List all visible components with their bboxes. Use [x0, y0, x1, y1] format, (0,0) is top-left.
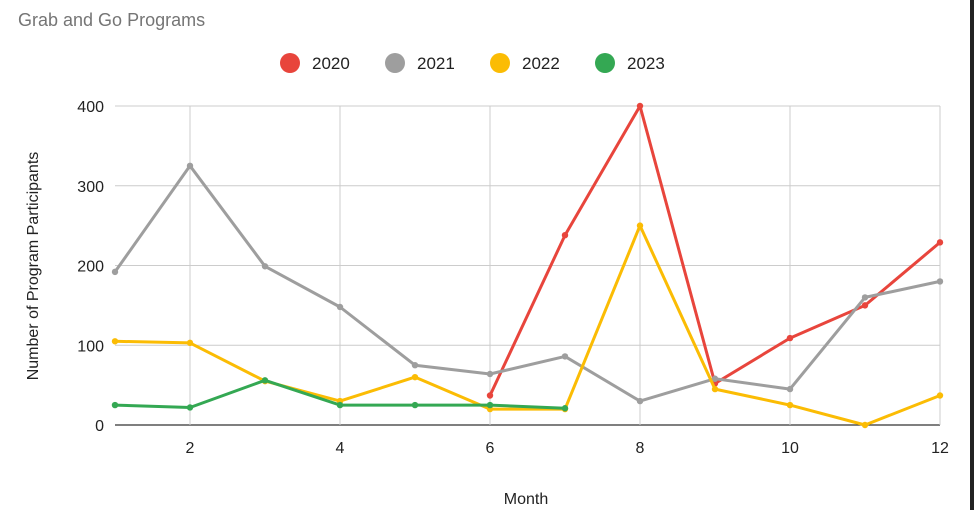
legend-item-2023: 2023 [595, 53, 665, 73]
legend-marker [490, 53, 510, 73]
legend-item-2020: 2020 [280, 53, 350, 73]
legend-marker [385, 53, 405, 73]
data-point [636, 222, 644, 229]
y-tick-label: 100 [77, 338, 104, 355]
x-axis-title: Month [504, 491, 548, 508]
data-point [336, 303, 344, 311]
tick-labels: 0 100 200 300 400 2 4 6 8 10 12 [77, 99, 949, 457]
x-tick-label: 8 [636, 440, 645, 457]
data-point [261, 263, 269, 270]
series-line-2021 [113, 164, 942, 403]
data-point [561, 353, 569, 360]
chart-title: Grab and Go Programs [18, 10, 205, 30]
grid [115, 105, 941, 426]
data-point [936, 278, 944, 285]
series-2021 [111, 162, 944, 405]
data-point [111, 338, 119, 345]
data-point [861, 302, 869, 309]
x-tick-label: 12 [931, 440, 949, 457]
series-group [111, 102, 944, 429]
data-point [411, 361, 419, 369]
legend-label: 2023 [627, 54, 665, 73]
window-edge [970, 0, 974, 510]
data-point [411, 373, 419, 381]
data-point [636, 397, 644, 405]
data-point [711, 375, 719, 382]
data-point [786, 401, 794, 409]
data-point [336, 401, 344, 409]
legend: 2020 2021 2022 2023 [280, 53, 665, 73]
data-point [861, 294, 869, 301]
data-point [486, 392, 494, 399]
data-point [186, 404, 194, 411]
data-point [486, 370, 494, 378]
data-point [711, 385, 719, 393]
x-tick-label: 6 [486, 440, 495, 457]
y-tick-label: 0 [95, 418, 104, 435]
data-point [411, 401, 419, 409]
series-line-2020 [488, 104, 942, 397]
series-2020 [486, 102, 944, 399]
data-point [111, 401, 119, 409]
data-point [861, 421, 869, 429]
data-point [636, 102, 644, 110]
data-point [186, 339, 194, 347]
series-line-2022 [113, 224, 942, 427]
data-point [786, 334, 794, 342]
data-point [936, 239, 944, 246]
data-point [486, 401, 494, 409]
x-tick-label: 2 [186, 440, 195, 457]
legend-label: 2022 [522, 54, 560, 73]
legend-marker [280, 53, 300, 73]
y-tick-label: 400 [77, 99, 104, 116]
data-point [561, 231, 569, 239]
y-axis-title: Number of Program Participants [25, 152, 42, 381]
series-2023 [111, 377, 569, 412]
data-point [561, 405, 569, 412]
legend-item-2021: 2021 [385, 53, 455, 73]
data-point [111, 268, 119, 276]
data-point [186, 162, 194, 170]
y-tick-label: 200 [77, 259, 104, 276]
data-point [786, 385, 794, 393]
legend-label: 2020 [312, 54, 350, 73]
y-tick-label: 300 [77, 179, 104, 196]
legend-marker [595, 53, 615, 73]
data-point [936, 392, 944, 399]
legend-label: 2021 [417, 54, 455, 73]
legend-item-2022: 2022 [490, 53, 560, 73]
x-tick-label: 10 [781, 440, 799, 457]
data-point [261, 377, 269, 384]
x-tick-label: 4 [336, 440, 345, 457]
